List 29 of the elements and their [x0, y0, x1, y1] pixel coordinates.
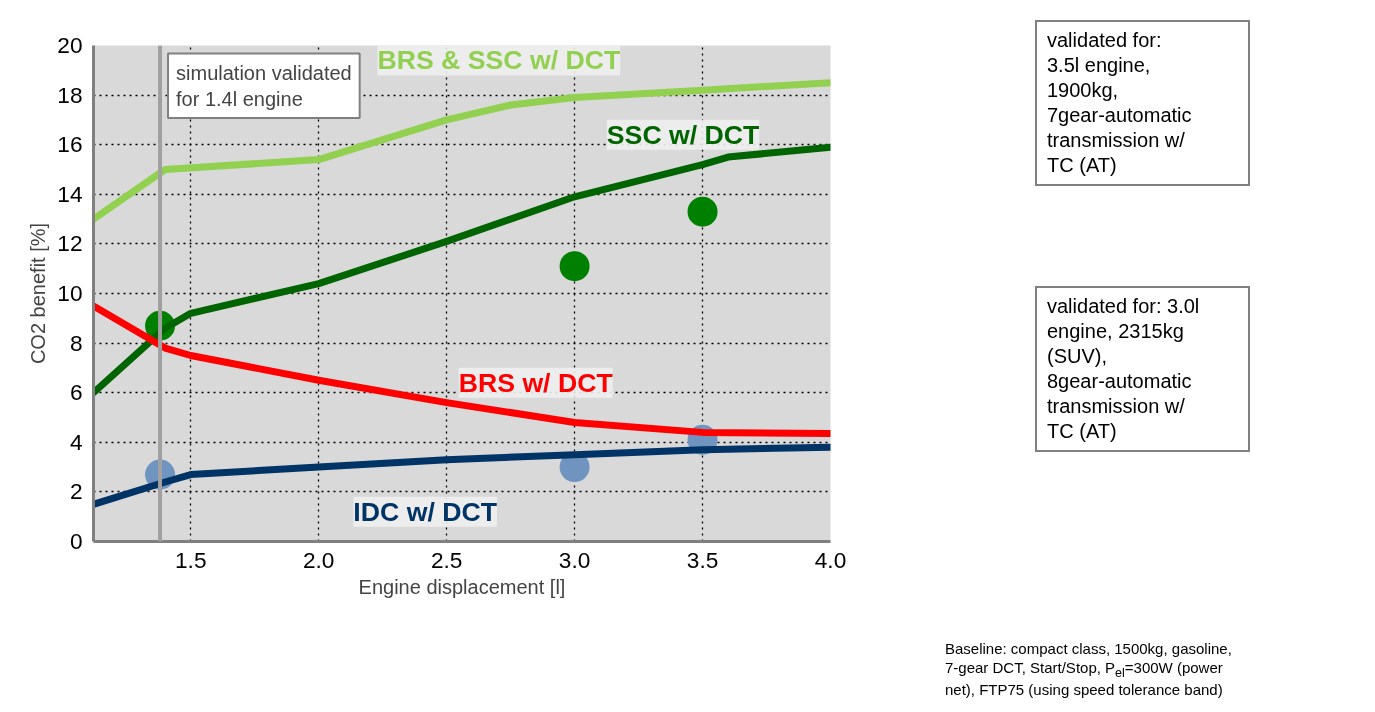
series-label: SSC w/ DCT — [606, 119, 760, 150]
series-label: IDC w/ DCT — [353, 496, 497, 527]
series-label: BRS w/ DCT — [458, 367, 613, 398]
x-tick-label: 3.5 — [686, 546, 719, 573]
y-tick-label: 2 — [69, 478, 83, 505]
y-tick-label: 6 — [69, 379, 83, 406]
x-tick-label: 3.0 — [558, 546, 591, 573]
y-axis-title: CO2 benefit [%] — [27, 222, 50, 365]
series-label: BRS & SSC w/ DCT — [377, 45, 621, 76]
y-tick-label: 14 — [57, 180, 83, 207]
text: Baseline: compact class, 1500kg, gasoline, 7-gear DCT, Start/Stop, P$_{el}$=300W (power net), FTP75 (using speed tolerance band) — [945, 640, 1232, 701]
x-tick-label: 2.5 — [430, 546, 463, 573]
x-axis-title: Engine displacement [l] — [358, 575, 566, 598]
text: validated for: 3.0l engine, 2315kg (SUV), 8gear-automatic transmission w/ TC (AT) — [1047, 294, 1200, 444]
y-tick-label: 8 — [69, 329, 83, 356]
y-tick-label: 4 — [69, 428, 83, 455]
text: validated for: 3.5l engine, 1900kg, 7gear-automatic transmission w/ TC (AT) — [1047, 28, 1192, 178]
y-tick-label: 12 — [57, 230, 83, 257]
point — [559, 251, 590, 282]
y-tick-label: 16 — [57, 131, 83, 158]
y-tick-label: 18 — [57, 81, 83, 108]
point — [687, 196, 718, 227]
x-tick-label: 4.0 — [814, 546, 847, 573]
y-tick-label: 0 — [69, 528, 83, 554]
ref-line-label: simulation validated for 1.4l engine — [176, 61, 352, 110]
x-tick-label: 2.0 — [302, 546, 335, 573]
y-tick-label: 10 — [57, 280, 83, 306]
y-tick-label: 20 — [57, 32, 83, 58]
x-tick-label: 1.5 — [175, 546, 207, 573]
